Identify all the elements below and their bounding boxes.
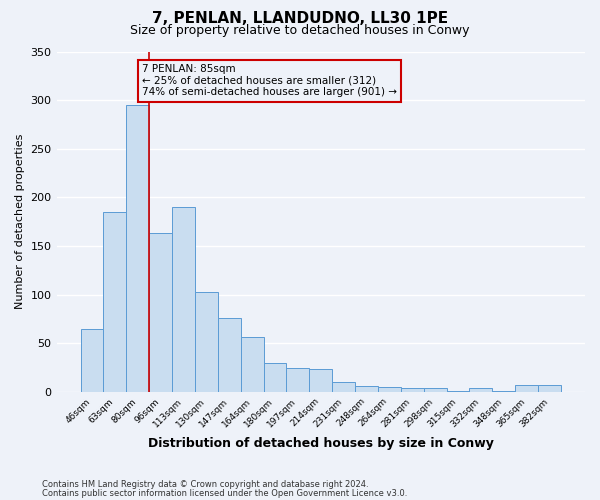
Bar	[263, 362, 286, 392]
Bar	[172, 207, 195, 392]
Text: Size of property relative to detached houses in Conwy: Size of property relative to detached ho…	[130, 24, 470, 37]
Bar	[355, 386, 378, 392]
Text: Contains public sector information licensed under the Open Government Licence v3: Contains public sector information licen…	[42, 488, 407, 498]
Text: 7, PENLAN, LLANDUDNO, LL30 1PE: 7, PENLAN, LLANDUDNO, LL30 1PE	[152, 11, 448, 26]
Bar	[515, 385, 538, 392]
Bar	[378, 387, 401, 392]
X-axis label: Distribution of detached houses by size in Conwy: Distribution of detached houses by size …	[148, 437, 494, 450]
Bar	[424, 388, 446, 392]
Bar	[446, 390, 469, 392]
Bar	[241, 338, 263, 392]
Bar	[149, 234, 172, 392]
Bar	[310, 370, 332, 392]
Y-axis label: Number of detached properties: Number of detached properties	[15, 134, 25, 310]
Bar	[286, 368, 310, 392]
Bar	[80, 328, 103, 392]
Bar	[493, 390, 515, 392]
Bar	[538, 385, 561, 392]
Bar	[401, 388, 424, 392]
Bar	[332, 382, 355, 392]
Text: 7 PENLAN: 85sqm
← 25% of detached houses are smaller (312)
74% of semi-detached : 7 PENLAN: 85sqm ← 25% of detached houses…	[142, 64, 397, 98]
Bar	[127, 105, 149, 392]
Bar	[218, 318, 241, 392]
Text: Contains HM Land Registry data © Crown copyright and database right 2024.: Contains HM Land Registry data © Crown c…	[42, 480, 368, 489]
Bar	[195, 292, 218, 392]
Bar	[103, 212, 127, 392]
Bar	[469, 388, 493, 392]
